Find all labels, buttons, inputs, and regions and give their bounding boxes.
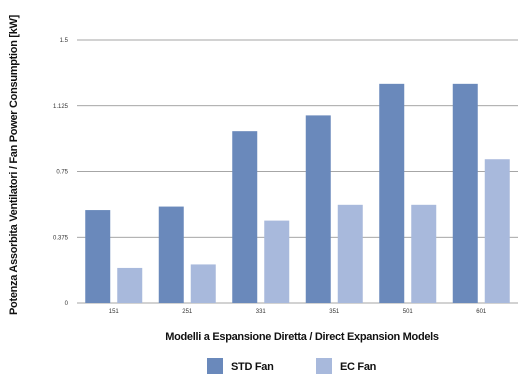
x-tick-label: 501 [403, 309, 414, 315]
bar-ec-fan-501 [411, 204, 437, 303]
bar-std-fan-351 [305, 115, 331, 303]
x-tick-labels: 151 251 331 351 501 601 [109, 309, 487, 315]
y-tick-label: 0.375 [53, 235, 69, 241]
bar-std-fan-151 [85, 210, 111, 303]
y-tick-labels: 0 0.375 0.75 1.125 1.5 [53, 38, 69, 307]
gridlines [77, 39, 518, 304]
x-tick-label: 331 [256, 309, 267, 315]
x-tick-label: 351 [329, 309, 340, 315]
bar-ec-fan-251 [190, 264, 216, 303]
x-axis-title: Modelli a Espansione Diretta / Direct Ex… [165, 331, 439, 343]
bar-ec-fan-351 [337, 204, 363, 303]
bar-std-fan-251 [158, 206, 184, 303]
bars [85, 83, 510, 303]
y-tick-label: 1.125 [53, 104, 69, 110]
legend-label-std-fan: STD Fan [231, 361, 274, 373]
bar-std-fan-331 [232, 131, 258, 303]
bar-ec-fan-331 [264, 220, 290, 303]
bar-std-fan-501 [379, 83, 405, 303]
y-tick-label: 0 [65, 301, 69, 307]
bar-ec-fan-601 [484, 159, 510, 303]
bar-std-fan-601 [452, 83, 478, 303]
x-tick-label: 251 [182, 309, 193, 315]
x-tick-label: 601 [476, 309, 487, 315]
legend-swatch-std-fan [207, 358, 223, 374]
y-tick-label: 0.75 [56, 170, 68, 176]
y-axis-title: Potenza Assorbita Ventilatori / Fan Powe… [8, 14, 20, 315]
legend-swatch-ec-fan [316, 358, 332, 374]
x-tick-label: 151 [109, 309, 120, 315]
legend: STD Fan EC Fan [207, 358, 377, 374]
legend-label-ec-fan: EC Fan [340, 361, 377, 373]
y-tick-label: 1.5 [60, 38, 69, 44]
bar-ec-fan-151 [117, 267, 143, 303]
